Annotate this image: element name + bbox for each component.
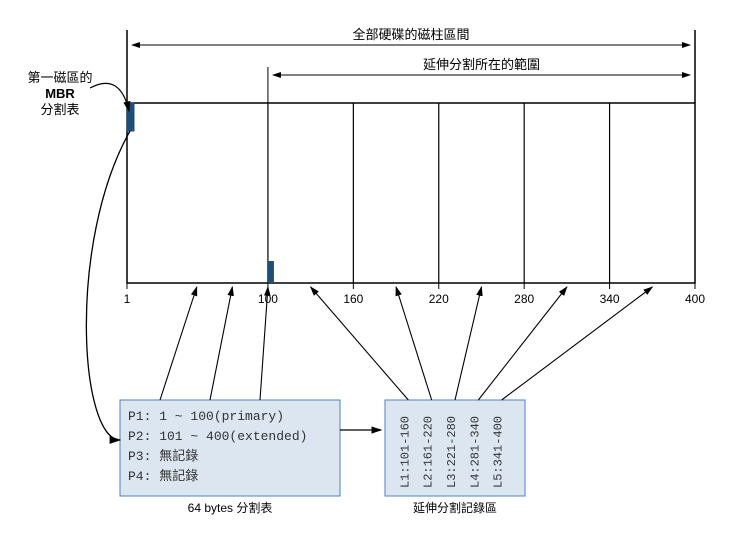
ext-table-item: L2:161-220 [422, 416, 436, 488]
ext-table-item: L3:221-280 [445, 416, 459, 488]
mbr-pointer [90, 83, 129, 111]
partition-table-line: P4: 無記錄 [128, 468, 198, 484]
mbr-label-line: 第一磁區的 [27, 70, 92, 85]
ext-table-item: L4:281-340 [468, 416, 482, 488]
tick-label: 1 [124, 292, 131, 306]
partition-table-line: P1: 1 ~ 100(primary) [128, 409, 284, 424]
span-label: 延伸分割所在的範圍 [423, 57, 540, 72]
tick-label: 160 [343, 292, 363, 306]
tick-label: 100 [258, 292, 278, 306]
primary-arrow [210, 287, 232, 400]
tick-label: 280 [514, 292, 534, 306]
ebr-block [268, 261, 274, 283]
mbr-label-line: 分割表 [40, 102, 79, 117]
tick-label: 340 [600, 292, 620, 306]
tick-label: 220 [429, 292, 449, 306]
ext-table-item: L1:101-160 [398, 416, 412, 488]
span-label: 全部硬碟的磁柱區間 [352, 27, 469, 42]
logical-arrow [455, 287, 481, 400]
mbr-label-line: MBR [45, 86, 75, 101]
tick-label: 400 [685, 292, 705, 306]
mbr-to-table-arrow [86, 131, 130, 440]
ext-table-item: L5:341-400 [492, 416, 506, 488]
ext-table-caption: 延伸分割記錄區 [413, 500, 497, 515]
partition-table-caption: 64 bytes 分割表 [188, 500, 273, 515]
logical-arrow [396, 287, 432, 400]
partition-table-line: P2: 101 ~ 400(extended) [128, 429, 307, 444]
partition-table-line: P3: 無記錄 [128, 448, 198, 464]
primary-arrow [160, 287, 197, 400]
